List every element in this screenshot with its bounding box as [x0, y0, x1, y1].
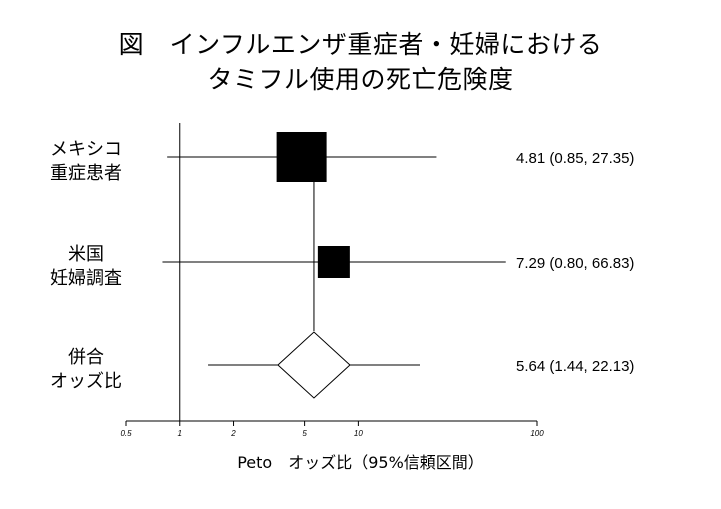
chart-title-line-2: タミフル使用の死亡危険度	[207, 65, 514, 94]
x-tick-label: 100	[530, 429, 544, 438]
x-tick-label: 1	[178, 429, 182, 438]
row-label-line: 重症患者	[50, 163, 122, 184]
row-label-line: 妊婦調査	[50, 268, 122, 289]
x-axis-label: Peto オッズ比（95%信頼区間）	[237, 453, 484, 472]
row-label-line: メキシコ	[50, 139, 122, 160]
ci-text: 4.81 (0.85, 27.35)	[516, 150, 634, 167]
ci-text: 5.64 (1.44, 22.13)	[516, 358, 634, 375]
row-label-line: 併合	[68, 347, 104, 368]
x-tick-label: 2	[230, 429, 236, 438]
chart-title-line-1: 図 インフルエンザ重症者・妊婦における	[118, 30, 603, 59]
pooled-estimate-diamond	[277, 331, 351, 399]
x-tick-label: 0.5	[120, 429, 132, 438]
x-tick-label: 10	[354, 429, 363, 438]
ci-text: 7.29 (0.80, 66.83)	[516, 255, 634, 272]
point-estimate-square	[276, 132, 327, 182]
x-tick-label: 5	[302, 429, 307, 438]
x-axis: 0.5 1 2 5 10 100	[120, 420, 544, 438]
row-label-line: オッズ比	[50, 371, 122, 392]
point-estimate-square	[317, 246, 350, 278]
row-label-line: 米国	[68, 244, 104, 265]
